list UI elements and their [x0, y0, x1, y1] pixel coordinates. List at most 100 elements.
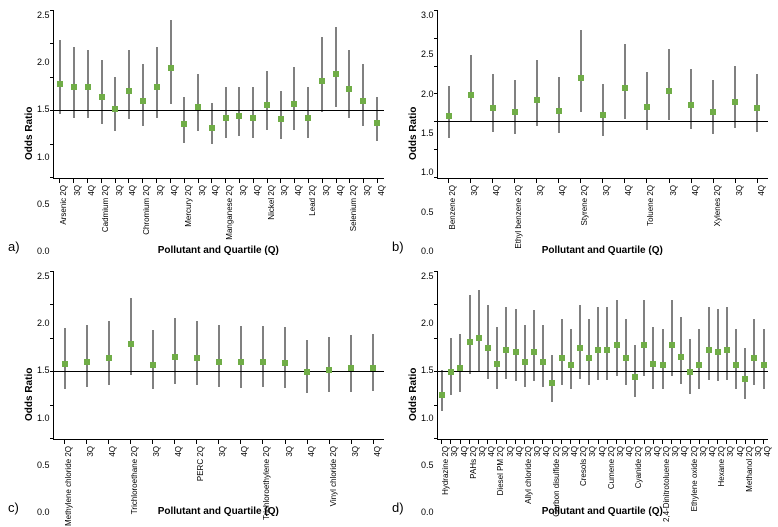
- data-point: [539, 271, 548, 439]
- confidence-interval: [478, 290, 479, 372]
- data-point: [301, 10, 315, 178]
- data-point: [526, 10, 548, 178]
- confidence-interval: [690, 339, 691, 394]
- marker-icon: [457, 365, 463, 371]
- marker-icon: [216, 359, 222, 365]
- confidence-interval: [536, 60, 537, 126]
- plot-area: [437, 10, 768, 179]
- marker-icon: [57, 81, 63, 87]
- marker-icon: [678, 354, 684, 360]
- confidence-interval: [142, 64, 143, 126]
- confidence-interval: [589, 319, 590, 385]
- data-point: [566, 271, 575, 439]
- marker-icon: [250, 115, 256, 121]
- data-point: [356, 10, 370, 178]
- data-point: [504, 10, 526, 178]
- confidence-interval: [363, 64, 364, 126]
- confidence-interval: [524, 325, 525, 387]
- marker-icon: [559, 355, 565, 361]
- data-point: [724, 10, 746, 178]
- marker-icon: [513, 349, 519, 355]
- marker-icon: [304, 369, 310, 375]
- data-point: [219, 10, 233, 178]
- confidence-interval: [506, 307, 507, 379]
- marker-icon: [62, 361, 68, 367]
- marker-icon: [126, 88, 132, 94]
- x-axis-tick-labels: Arsenic 2Q3Q4QCadmium 2Q3Q4QChromium 2Q3…: [53, 183, 384, 243]
- confidence-interval: [152, 330, 153, 389]
- marker-icon: [724, 347, 730, 353]
- confidence-interval: [335, 27, 336, 108]
- marker-icon: [732, 99, 738, 105]
- confidence-interval: [253, 87, 254, 137]
- confidence-interval: [469, 295, 470, 374]
- confidence-interval: [211, 103, 212, 145]
- data-point: [594, 271, 603, 439]
- y-axis-label: Odds Ratio: [24, 271, 35, 517]
- y-axis-label: Odds Ratio: [408, 10, 419, 256]
- marker-icon: [446, 113, 452, 119]
- marker-icon: [374, 120, 380, 126]
- confidence-interval: [580, 30, 581, 112]
- marker-icon: [696, 362, 702, 368]
- marker-icon: [106, 355, 112, 361]
- marker-icon: [150, 362, 156, 368]
- plot-area: [53, 10, 384, 179]
- confidence-interval: [570, 329, 571, 389]
- data-point: [205, 10, 219, 178]
- data-point: [585, 271, 594, 439]
- data-point: [667, 271, 676, 439]
- data-point: [296, 271, 318, 439]
- marker-icon: [84, 359, 90, 365]
- marker-icon: [439, 392, 445, 398]
- data-point: [438, 10, 460, 178]
- data-point: [81, 10, 95, 178]
- confidence-interval: [470, 55, 471, 122]
- marker-icon: [467, 339, 473, 345]
- marker-icon: [688, 102, 694, 108]
- confidence-interval: [108, 321, 109, 385]
- marker-icon: [622, 85, 628, 91]
- data-point: [230, 271, 252, 439]
- data-point: [274, 271, 296, 439]
- marker-icon: [348, 365, 354, 371]
- confidence-interval: [372, 334, 373, 391]
- marker-icon: [195, 104, 201, 110]
- confidence-interval: [533, 310, 534, 381]
- y-axis-label: Odds Ratio: [408, 271, 419, 517]
- confidence-interval: [198, 74, 199, 131]
- marker-icon: [476, 335, 482, 341]
- confidence-interval: [240, 326, 241, 388]
- confidence-interval: [607, 307, 608, 380]
- marker-icon: [568, 362, 574, 368]
- confidence-interval: [624, 44, 625, 120]
- data-point: [676, 271, 685, 439]
- confidence-interval: [488, 305, 489, 379]
- data-point: [186, 271, 208, 439]
- confidence-interval: [115, 77, 116, 131]
- data-point: [750, 271, 759, 439]
- x-axis-label: Pollutant and Quartile (Q): [53, 245, 384, 256]
- confidence-interval: [699, 329, 700, 389]
- marker-icon: [710, 109, 716, 115]
- panel-c: c)Odds Ratio2.52.01.51.00.50.0Methylene …: [10, 271, 384, 517]
- confidence-interval: [492, 74, 493, 132]
- data-point: [456, 271, 465, 439]
- confidence-interval: [218, 325, 219, 387]
- marker-icon: [168, 65, 174, 71]
- marker-icon: [706, 347, 712, 353]
- marker-icon: [346, 86, 352, 92]
- data-point: [482, 10, 504, 178]
- marker-icon: [282, 360, 288, 366]
- marker-icon: [223, 115, 229, 121]
- confidence-interval: [662, 329, 663, 389]
- marker-icon: [172, 354, 178, 360]
- confidence-interval: [284, 327, 285, 387]
- marker-icon: [600, 112, 606, 118]
- confidence-interval: [754, 319, 755, 385]
- data-point: [340, 271, 362, 439]
- marker-icon: [360, 98, 366, 104]
- confidence-interval: [763, 329, 764, 389]
- data-point: [122, 10, 136, 178]
- data-point: [343, 10, 357, 178]
